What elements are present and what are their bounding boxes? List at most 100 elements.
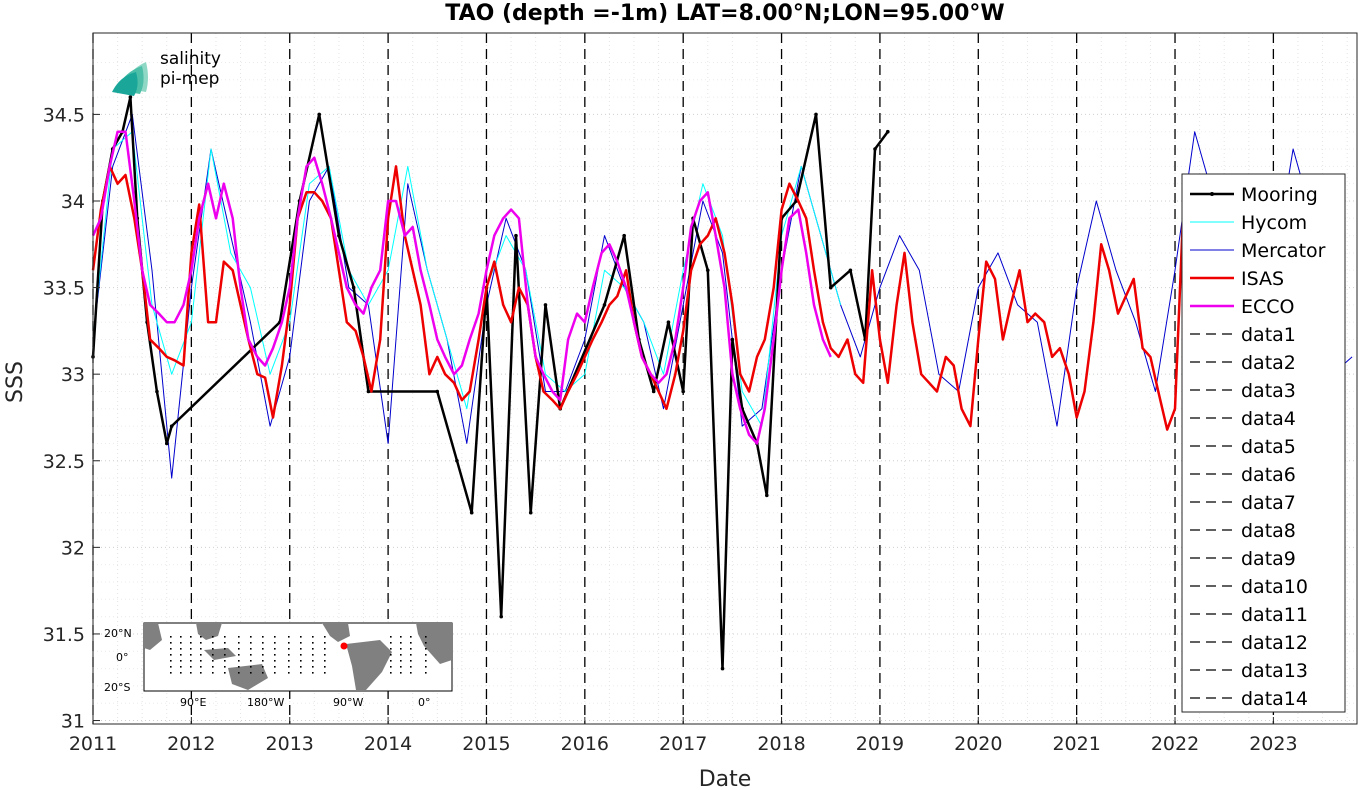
mooring-point (455, 458, 459, 463)
inset-buoy-dot (200, 636, 202, 638)
inset-buoy-dot (400, 648, 402, 650)
inset-buoy-dot (262, 660, 264, 662)
inset-buoy-dot (212, 654, 214, 656)
legend-label: ISAS (1241, 268, 1284, 290)
mooring-point (169, 424, 174, 428)
logo-wave-icon (112, 72, 138, 96)
inset-buoy-dot (200, 654, 202, 656)
legend-label: data13 (1241, 660, 1308, 682)
legend-label: data12 (1241, 632, 1308, 654)
mooring-point (828, 285, 833, 290)
y-tick-label: 33.5 (43, 278, 85, 300)
y-axis-label: SSS (3, 361, 28, 403)
inset-buoy-dot (224, 636, 226, 638)
x-tick-label: 2020 (954, 733, 1002, 755)
inset-buoy-dot (288, 660, 290, 662)
inset-y-label: 20°N (104, 627, 132, 640)
mooring-point (848, 268, 853, 273)
inset-buoy-dot (200, 672, 202, 674)
inset-buoy-dot (238, 642, 240, 644)
inset-buoy-dot (170, 660, 172, 662)
mooring-point (681, 389, 685, 394)
inset-buoy-dot (390, 636, 392, 638)
inset-x-label: 90°W (333, 696, 363, 709)
mooring-point (765, 493, 769, 498)
inset-buoy-dot (410, 636, 412, 638)
x-tick-label: 2011 (69, 733, 117, 755)
inset-buoy-dot (190, 636, 192, 638)
inset-buoy-dot (425, 636, 427, 638)
inset-buoy-dot (200, 648, 202, 650)
inset-buoy-dot (324, 642, 326, 644)
inset-buoy-dot (312, 648, 314, 650)
inset-buoy-dot (238, 648, 240, 650)
y-tick-label: 31.5 (43, 624, 85, 646)
inset-buoy-dot (180, 672, 182, 674)
x-axis-label: Date (699, 767, 752, 790)
x-tick-label: 2016 (561, 733, 609, 755)
inset-buoy-dot (200, 666, 202, 668)
inset-selected-location-marker (340, 642, 348, 650)
inset-buoy-dot (312, 636, 314, 638)
inset-buoy-dot (324, 666, 326, 668)
legend-label: data10 (1241, 576, 1308, 598)
inset-buoy-dot (180, 660, 182, 662)
mooring-point (164, 441, 169, 446)
inset-buoy-dot (400, 636, 402, 638)
x-tick-label: 2012 (167, 733, 215, 755)
inset-y-label: 0° (116, 651, 129, 664)
inset-buoy-dot (288, 666, 290, 668)
inset-buoy-dot (224, 648, 226, 650)
x-tick-label: 2021 (1052, 733, 1100, 755)
inset-buoy-dot (390, 642, 392, 644)
y-tick-label: 32.5 (43, 451, 85, 473)
inset-buoy-dot (262, 666, 264, 668)
inset-buoy-dot (324, 648, 326, 650)
inset-buoy-dot (288, 636, 290, 638)
x-tick-label: 2018 (757, 733, 805, 755)
x-tick-label: 2013 (266, 733, 314, 755)
inset-buoy-dot (300, 672, 302, 674)
inset-buoy-dot (288, 654, 290, 656)
inset-land-australia (228, 664, 268, 690)
legend-label: data8 (1241, 520, 1296, 542)
legend: Mooring Hycom Mercator ISAS ECCO data1 data2 da… (1181, 173, 1346, 713)
inset-buoy-dot (390, 666, 392, 668)
inset-buoy-dot (170, 654, 172, 656)
inset-land-africa-east (416, 623, 452, 664)
inset-buoy-dot (312, 654, 314, 656)
inset-x-label: 180°W (247, 696, 284, 709)
inset-buoy-dot (390, 654, 392, 656)
inset-buoy-dot (180, 648, 182, 650)
inset-buoy-dot (312, 660, 314, 662)
inset-buoy-dot (400, 654, 402, 656)
inset-buoy-dot (190, 654, 192, 656)
inset-buoy-dot (410, 666, 412, 668)
inset-land-central-america (322, 623, 350, 642)
y-tick-label: 31 (61, 711, 85, 733)
inset-buoy-dot (200, 642, 202, 644)
inset-buoy-dot (250, 672, 252, 674)
inset-buoy-dot (190, 666, 192, 668)
mooring-point (651, 389, 656, 394)
legend-label: data6 (1241, 464, 1296, 486)
inset-buoy-dot (224, 672, 226, 674)
mooring-point (730, 337, 735, 342)
x-tick-label: 2014 (364, 733, 412, 755)
inset-buoy-dot (274, 660, 276, 662)
inset-buoy-dot (410, 654, 412, 656)
legend-label: data4 (1241, 408, 1296, 430)
inset-buoy-dot (190, 672, 192, 674)
inset-buoy-dot (212, 636, 214, 638)
inset-buoy-dot (224, 666, 226, 668)
legend-marker (1210, 192, 1214, 196)
legend-label: data14 (1241, 688, 1308, 710)
inset-y-label: 20°S (104, 681, 130, 694)
inset-buoy-dot (288, 642, 290, 644)
inset-buoy-dot (274, 654, 276, 656)
inset-buoy-dot (262, 642, 264, 644)
x-tick-label: 2017 (659, 733, 707, 755)
inset-buoy-dot (224, 642, 226, 644)
mooring-point (317, 112, 322, 117)
